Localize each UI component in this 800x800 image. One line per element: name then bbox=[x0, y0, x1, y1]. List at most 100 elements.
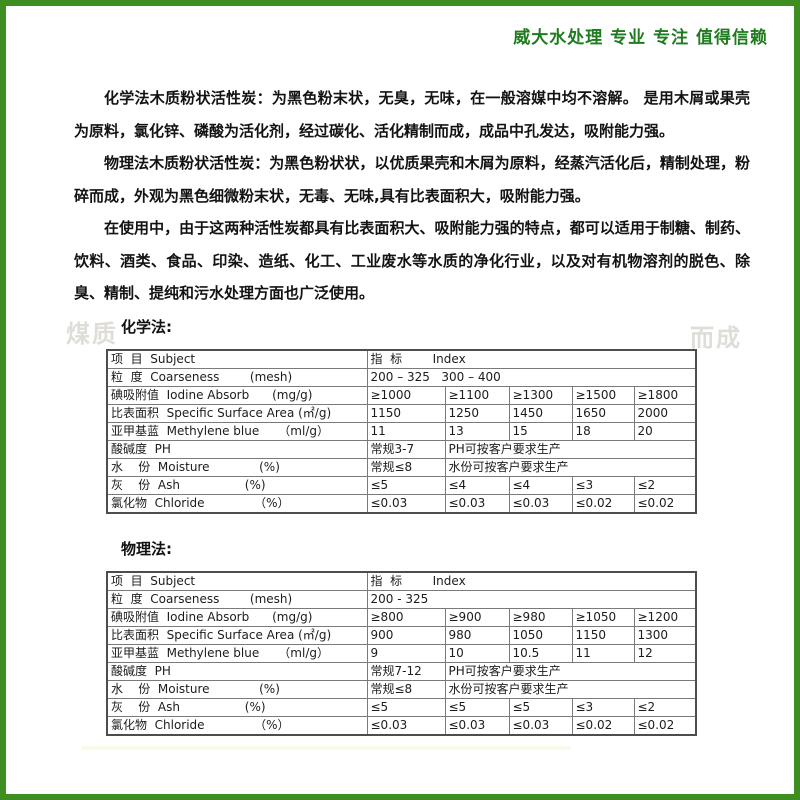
table-cell: ≤5 bbox=[366, 697, 446, 717]
table-cell: 比表面积 Specific Surface Area (㎡/g) bbox=[106, 403, 368, 423]
table-cell: ≤0.02 bbox=[633, 493, 697, 513]
table-cell: ≥1100 bbox=[444, 385, 510, 405]
table-cell: ≤0.03 bbox=[508, 493, 573, 513]
table-cell: 常规≤8 bbox=[366, 679, 446, 699]
table-cell: 碘吸附值 Iodine Absorb (mg/g) bbox=[106, 607, 368, 627]
table-cell: 980 bbox=[444, 625, 510, 645]
table-cell: 12 bbox=[633, 643, 697, 663]
table-cell: 粒 度 Coarseness (mesh) bbox=[106, 589, 368, 609]
table-cell: ≥1500 bbox=[571, 385, 635, 405]
table-cell: 11 bbox=[571, 643, 635, 663]
table-row: 比表面积 Specific Surface Area (㎡/g) 1150 1250… bbox=[106, 403, 697, 423]
table-cell: 11 bbox=[366, 421, 446, 441]
table-row: 碘吸附值 Iodine Absorb (mg/g) ≥1000 ≥1100 ≥1300… bbox=[106, 385, 697, 405]
chemical-spec-table: 项 目 Subject 指 标 Index 粒 度 Coarseness (mesh… bbox=[106, 348, 697, 514]
table-cell: ≥1800 bbox=[633, 385, 697, 405]
table-cell: 18 bbox=[571, 421, 635, 441]
table-cell: 1150 bbox=[571, 625, 635, 645]
paragraph-chemical-intro: 化学法木质粉状活性炭：为黑色粉末状，无臭，无味，在一般溶媒中均不溶解。 是用木屑… bbox=[74, 89, 750, 140]
table-cell: 酸碱度 PH bbox=[106, 661, 368, 681]
table-row: 项 目 Subject 指 标 Index bbox=[106, 571, 697, 591]
table-cell: ≤4 bbox=[444, 475, 510, 495]
table-cell: 10 bbox=[444, 643, 510, 663]
table-cell: ≤0.03 bbox=[444, 715, 510, 735]
table-cell: 1250 bbox=[444, 403, 510, 423]
paragraph-applications: 在使用中，由于这两种活性炭都具有比表面积大、吸附能力强的特点，都可以适用于制糖、… bbox=[74, 219, 750, 302]
table-cell: 900 bbox=[366, 625, 446, 645]
table-cell: 水份可按客户要求生产 bbox=[444, 679, 697, 699]
table-cell: PH可按客户要求生产 bbox=[444, 661, 697, 681]
table-row: 项 目 Subject 指 标 Index bbox=[106, 349, 697, 369]
table-row: 灰 份 Ash (%) ≤5 ≤5 ≤5 ≤3 ≤2 bbox=[106, 697, 697, 717]
table-cell: ≤0.02 bbox=[633, 715, 697, 735]
table-cell: 常规3-7 bbox=[366, 439, 446, 459]
table-row: 水 份 Moisture (%) 常规≤8 水份可按客户要求生产 bbox=[106, 679, 697, 699]
table-cell: 13 bbox=[444, 421, 510, 441]
table-cell: 碘吸附值 Iodine Absorb (mg/g) bbox=[106, 385, 368, 405]
table-cell: ≥1000 bbox=[366, 385, 446, 405]
table-cell: 常规≤8 bbox=[366, 457, 446, 477]
table-cell: 200 - 325 bbox=[366, 589, 697, 609]
brand-slogan: 威大水处理 专业 专注 值得信赖 bbox=[513, 28, 768, 48]
table-row: 酸碱度 PH 常规7-12 PH可按客户要求生产 bbox=[106, 661, 697, 681]
table-row: 亚甲基蓝 Methylene blue （ml/g） 9 10 10.5 11 12 bbox=[106, 643, 697, 663]
table-cell: ≥900 bbox=[444, 607, 510, 627]
table-cell: ≥980 bbox=[508, 607, 573, 627]
section-label-chemical: 化学法: bbox=[121, 317, 172, 336]
table-cell: 亚甲基蓝 Methylene blue （ml/g） bbox=[106, 421, 368, 441]
table-cell: 2000 bbox=[633, 403, 697, 423]
table-cell: ≥1300 bbox=[508, 385, 573, 405]
table-row: 亚甲基蓝 Methylene blue （ml/g） 11 13 15 18 20 bbox=[106, 421, 697, 441]
table-cell: ≤0.03 bbox=[366, 715, 446, 735]
physical-spec-table: 项 目 Subject 指 标 Index 粒 度 Coarseness (mesh… bbox=[106, 570, 697, 736]
table-row: 氯化物 Chloride （%） ≤0.03 ≤0.03 ≤0.03 ≤0.02 ≤0.0… bbox=[106, 715, 697, 735]
table-cell: ≤0.02 bbox=[571, 493, 635, 513]
table-cell: ≤5 bbox=[366, 475, 446, 495]
table-cell: 酸碱度 PH bbox=[106, 439, 368, 459]
table-cell: ≤0.03 bbox=[508, 715, 573, 735]
table-cell: ≤3 bbox=[571, 697, 635, 717]
table-cell: 指 标 Index bbox=[366, 349, 697, 369]
table-cell: 15 bbox=[508, 421, 573, 441]
table-cell: 200 – 325 300 – 400 bbox=[366, 367, 697, 387]
table-cell: 比表面积 Specific Surface Area (㎡/g) bbox=[106, 625, 368, 645]
table-cell: 9 bbox=[366, 643, 446, 663]
table-cell: ≤0.03 bbox=[366, 493, 446, 513]
table-cell: 氯化物 Chloride （%） bbox=[106, 715, 368, 735]
table-cell: 灰 份 Ash (%) bbox=[106, 697, 368, 717]
table-cell: 粒 度 Coarseness (mesh) bbox=[106, 367, 368, 387]
table-cell: ≤5 bbox=[508, 697, 573, 717]
table-cell: 水 份 Moisture (%) bbox=[106, 679, 368, 699]
table-cell: ≤4 bbox=[508, 475, 573, 495]
section-label-physical: 物理法: bbox=[121, 539, 172, 558]
table-cell: 1450 bbox=[508, 403, 573, 423]
table-row: 氯化物 Chloride （%） ≤0.03 ≤0.03 ≤0.03 ≤0.02 ≤0.0… bbox=[106, 493, 697, 513]
table-cell: ≤2 bbox=[633, 475, 697, 495]
table-cell: 20 bbox=[633, 421, 697, 441]
table-cell: 水份可按客户要求生产 bbox=[444, 457, 697, 477]
faint-watermark-band bbox=[81, 746, 571, 750]
table-row: 酸碱度 PH 常规3-7 PH可按客户要求生产 bbox=[106, 439, 697, 459]
table-cell: 常规7-12 bbox=[366, 661, 446, 681]
table-cell: 1050 bbox=[508, 625, 573, 645]
table-cell: 10.5 bbox=[508, 643, 573, 663]
table-cell: ≥800 bbox=[366, 607, 446, 627]
table-cell: 水 份 Moisture (%) bbox=[106, 457, 368, 477]
table-cell: ≤0.02 bbox=[571, 715, 635, 735]
document-body: 化学法木质粉状活性炭：为黑色粉末状，无臭，无味，在一般溶媒中均不溶解。 是用木屑… bbox=[74, 82, 750, 736]
table-cell: ≤3 bbox=[571, 475, 635, 495]
table-cell: ≥1200 bbox=[633, 607, 697, 627]
table-cell: ≥1050 bbox=[571, 607, 635, 627]
table-cell: ≤5 bbox=[444, 697, 510, 717]
table-row: 比表面积 Specific Surface Area (㎡/g) 900 980 10… bbox=[106, 625, 697, 645]
table-cell: PH可按客户要求生产 bbox=[444, 439, 697, 459]
table-cell: 1150 bbox=[366, 403, 446, 423]
table-row: 碘吸附值 Iodine Absorb (mg/g) ≥800 ≥900 ≥980 ≥10… bbox=[106, 607, 697, 627]
table-row: 灰 份 Ash (%) ≤5 ≤4 ≤4 ≤3 ≤2 bbox=[106, 475, 697, 495]
paragraph-physical-intro: 物理法木质粉状活性炭：为黑色粉状状，以优质果壳和木屑为原料，经蒸汽活化后，精制处… bbox=[74, 154, 750, 205]
table-cell: 1650 bbox=[571, 403, 635, 423]
table-row: 粒 度 Coarseness (mesh) 200 - 325 bbox=[106, 589, 697, 609]
table-cell: 氯化物 Chloride （%） bbox=[106, 493, 368, 513]
table-cell: 1300 bbox=[633, 625, 697, 645]
